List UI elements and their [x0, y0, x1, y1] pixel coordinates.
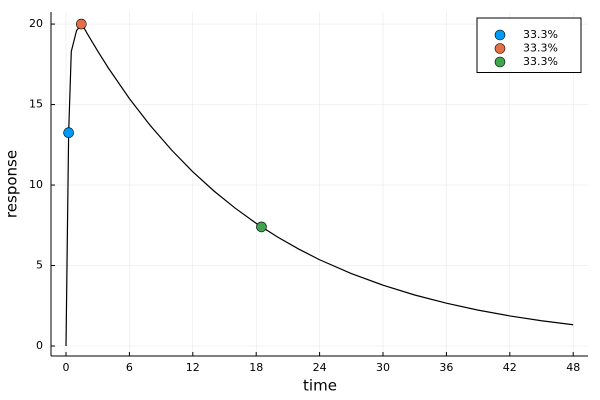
- legend-marker: [494, 29, 506, 41]
- legend-label: 33.3%: [523, 28, 558, 41]
- y-tick-label: 0: [36, 339, 43, 352]
- point: [76, 18, 87, 30]
- x-axis-label: time: [303, 377, 337, 395]
- y-axis-label: response: [3, 150, 21, 218]
- x-tick-label: 42: [503, 361, 517, 374]
- legend-marker: [494, 43, 506, 54]
- x-tick-label: 0: [63, 361, 70, 374]
- point: [63, 127, 74, 139]
- y-tick-label: 15: [29, 98, 43, 111]
- legend-box: [476, 17, 582, 73]
- y-tick-label: 5: [36, 259, 43, 272]
- legend-marker: [494, 56, 506, 68]
- y-tick-label: 20: [29, 17, 43, 30]
- legend-label: 33.3%: [523, 42, 558, 55]
- x-tick-label: 30: [376, 361, 390, 374]
- x-tick-label: 18: [249, 361, 263, 374]
- legend-label: 33.3%: [523, 55, 558, 68]
- y-tick-label: 10: [29, 178, 43, 191]
- point: [256, 221, 267, 233]
- x-tick-label: 36: [439, 361, 453, 374]
- x-tick-label: 12: [186, 361, 200, 374]
- x-tick-label: 6: [126, 361, 133, 374]
- x-tick-label: 24: [313, 361, 327, 374]
- x-tick-label: 48: [566, 361, 580, 374]
